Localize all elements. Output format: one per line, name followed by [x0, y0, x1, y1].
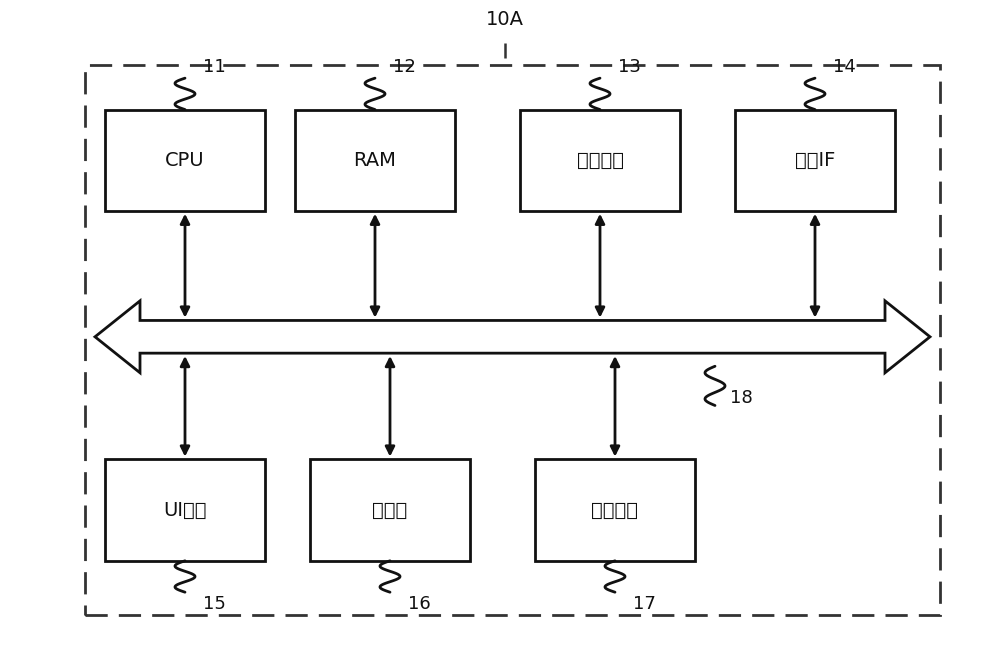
Bar — [105, 109, 265, 211]
Text: 17: 17 — [633, 595, 656, 613]
Bar — [85, 65, 940, 615]
Bar — [105, 459, 265, 560]
Text: 13: 13 — [618, 58, 641, 75]
Bar — [295, 109, 455, 211]
Text: CPU: CPU — [165, 150, 205, 170]
Text: 18: 18 — [730, 389, 753, 407]
Polygon shape — [95, 301, 930, 373]
Bar — [310, 459, 470, 560]
Text: 14: 14 — [833, 58, 856, 75]
Text: 通信IF: 通信IF — [795, 150, 835, 170]
Bar — [520, 109, 680, 211]
Bar — [535, 459, 695, 560]
Text: 12: 12 — [393, 58, 416, 75]
Text: 11: 11 — [203, 58, 226, 75]
Bar — [735, 109, 895, 211]
Text: RAM: RAM — [354, 150, 396, 170]
Text: 10A: 10A — [486, 10, 524, 29]
Text: UI装置: UI装置 — [163, 500, 207, 520]
Text: 打印引擎: 打印引擎 — [592, 500, 639, 520]
Text: 15: 15 — [203, 595, 226, 613]
Text: 存储装置: 存储装置 — [576, 150, 624, 170]
Text: 16: 16 — [408, 595, 431, 613]
Text: 扫描仪: 扫描仪 — [372, 500, 408, 520]
